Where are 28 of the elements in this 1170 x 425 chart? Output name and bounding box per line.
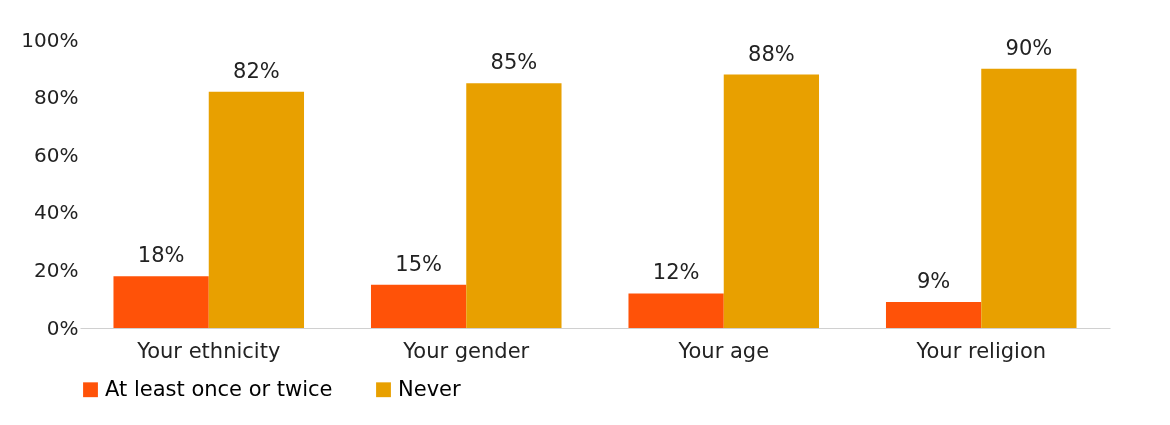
data-label: 88%: [748, 41, 795, 66]
y-tick-label: 100%: [21, 27, 79, 52]
bar: [885, 302, 982, 328]
bar: [370, 284, 467, 328]
x-tick-label: Your ethnicity: [136, 338, 281, 363]
y-tick-label: 20%: [34, 257, 79, 282]
bar: [981, 68, 1077, 328]
data-label: 82%: [233, 58, 280, 83]
bar: [628, 293, 724, 328]
data-label: 12%: [652, 260, 700, 285]
legend-label: Never: [398, 376, 461, 401]
y-tick-label: 80%: [34, 85, 79, 110]
bar: [723, 74, 820, 328]
x-tick-label: Your age: [677, 338, 770, 363]
data-label: 85%: [490, 50, 538, 75]
y-tick-label: 40%: [34, 200, 79, 225]
y-tick-label: 0%: [46, 315, 79, 340]
y-tick-label: 60%: [34, 142, 79, 167]
x-tick-label: Your religion: [915, 338, 1047, 363]
bar: [208, 91, 305, 328]
data-label: 9%: [916, 269, 951, 294]
bar: [113, 276, 209, 328]
data-label: 18%: [137, 243, 185, 268]
x-tick-label: Your gender: [402, 338, 530, 363]
legend-label: At least once or twice: [105, 376, 333, 401]
data-label: 15%: [395, 251, 442, 276]
bar: [466, 83, 562, 328]
data-label: 90%: [1005, 35, 1053, 60]
